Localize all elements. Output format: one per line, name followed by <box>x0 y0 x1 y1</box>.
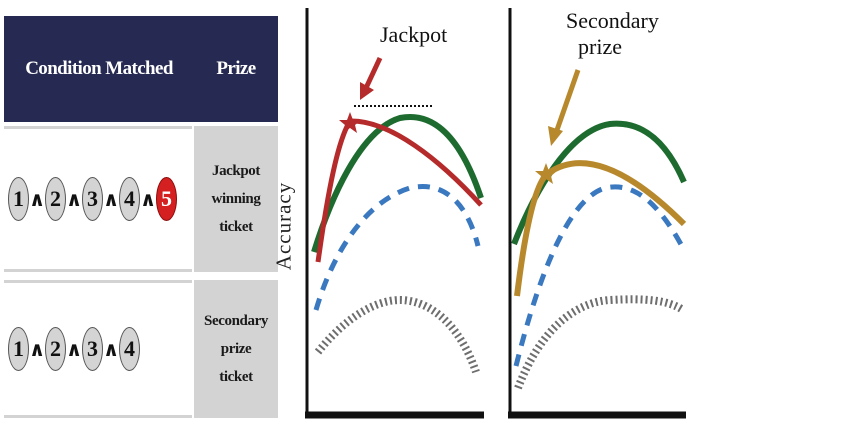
and-symbol: ∧ <box>66 187 83 211</box>
secondary-prize-annotation: Secondary prize <box>566 8 659 59</box>
left-gray-dotted-curve <box>314 295 480 374</box>
left-blue-dashed-curve <box>313 184 481 311</box>
lottery-ball: 2 <box>45 177 66 221</box>
right-gray-dotted-curve <box>514 295 686 390</box>
lottery-ball: 1 <box>8 177 29 221</box>
condition-cell-jackpot: 1 ∧ 2 ∧ 3 ∧ 4 ∧ 5 <box>4 126 192 272</box>
prize-label-secondary: Secondary prize ticket <box>204 313 268 385</box>
table-row-jackpot: 1 ∧ 2 ∧ 3 ∧ 4 ∧ 5 Jackpot winning ticket <box>4 126 278 272</box>
prize-cell-jackpot: Jackpot winning ticket <box>194 126 278 272</box>
condition-cell-secondary: 1 ∧ 2 ∧ 3 ∧ 4 <box>4 280 192 418</box>
lottery-ball: 2 <box>45 327 66 371</box>
and-symbol: ∧ <box>140 187 157 211</box>
right-blue-dashed-curve <box>513 184 686 367</box>
left-green-curve <box>311 113 484 253</box>
secondary-arrow <box>554 69 581 131</box>
prize-label-jackpot: Jackpot winning ticket <box>211 163 261 235</box>
and-symbol: ∧ <box>29 337 46 361</box>
and-symbol: ∧ <box>103 187 120 211</box>
header-prize: Prize <box>216 58 256 79</box>
and-symbol: ∧ <box>29 187 46 211</box>
secondary-arrow-head <box>548 126 563 146</box>
jackpot-annotation: Jackpot <box>380 22 448 47</box>
and-symbol: ∧ <box>103 337 120 361</box>
lottery-ball: 4 <box>119 327 140 371</box>
jackpot-arrow-head <box>360 82 374 100</box>
table-row-secondary: 1 ∧ 2 ∧ 3 ∧ 4 Secondary prize ticket <box>4 280 278 418</box>
ball-sequence-jackpot: 1 ∧ 2 ∧ 3 ∧ 4 ∧ 5 <box>8 129 177 269</box>
jackpot-star-marker <box>339 112 361 133</box>
header-condition-matched: Condition Matched <box>25 58 173 79</box>
lottery-ball-red: 5 <box>156 177 177 221</box>
lottery-ball: 4 <box>119 177 140 221</box>
lottery-prize-table: Condition Matched Prize 1 ∧ 2 ∧ 3 ∧ 4 ∧ … <box>4 16 278 418</box>
prize-cell-secondary: Secondary prize ticket <box>194 280 278 418</box>
jackpot-arrow <box>363 56 383 90</box>
table-header: Condition Matched Prize <box>4 16 278 122</box>
lottery-ball: 1 <box>8 327 29 371</box>
ball-sequence-secondary: 1 ∧ 2 ∧ 3 ∧ 4 <box>8 283 140 415</box>
lottery-ball: 3 <box>82 177 103 221</box>
and-symbol: ∧ <box>66 337 83 361</box>
lottery-ball: 3 <box>82 327 103 371</box>
secondary-star-marker <box>535 163 557 184</box>
